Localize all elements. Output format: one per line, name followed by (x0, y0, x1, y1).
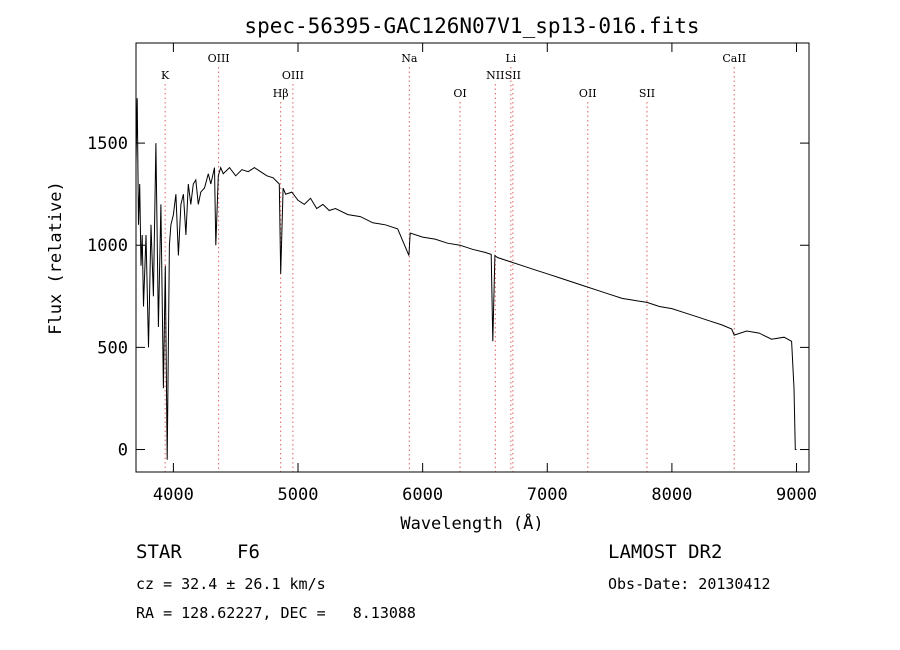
y-tick-label: 0 (118, 441, 128, 461)
y-axis-ticks: 0 500 1000 1500 (87, 134, 809, 461)
x-axis-ticks: 4000 5000 6000 7000 8000 9000 (153, 43, 817, 505)
x-tick-label: 9000 (776, 485, 817, 505)
spectrum-chart: spec-56395-GAC126N07V1_sp13-016.fits K OI… (46, 14, 817, 534)
marker-label: SII (639, 87, 655, 100)
marker-label: SII (505, 69, 521, 82)
marker-label: CaII (722, 52, 746, 65)
observation-date: Obs-Date: 20130412 (608, 575, 771, 593)
x-tick-label: 7000 (527, 485, 568, 505)
object-subclass: F6 (237, 541, 260, 563)
x-tick-label: 8000 (651, 485, 692, 505)
marker-label: OIII (208, 52, 230, 65)
x-tick-label: 4000 (153, 485, 194, 505)
y-tick-label: 500 (97, 338, 128, 358)
y-axis-label: Flux (relative) (46, 181, 66, 335)
survey-name: LAMOST DR2 (608, 541, 723, 563)
y-tick-label: 1000 (87, 236, 128, 256)
x-tick-label: 5000 (278, 485, 319, 505)
y-tick-label: 1500 (87, 134, 128, 154)
spectrum-line (135, 98, 797, 460)
marker-label: OI (453, 87, 466, 100)
marker-label: K (161, 69, 170, 82)
marker-label: Hβ (273, 87, 289, 100)
marker-label: OII (579, 87, 597, 100)
chart-title: spec-56395-GAC126N07V1_sp13-016.fits (244, 14, 699, 38)
marker-label: Na (401, 52, 418, 65)
plot-frame (135, 42, 810, 473)
x-tick-label: 6000 (402, 485, 443, 505)
marker-label: OIII (282, 69, 304, 82)
marker-label: Li (505, 52, 516, 65)
sky-coordinates: RA = 128.62227, DEC = 8.13088 (136, 604, 416, 622)
marker-label: NII (486, 69, 504, 82)
redshift-value: cz = 32.4 ± 26.1 km/s (136, 575, 326, 593)
x-axis-label: Wavelength (Å) (400, 512, 543, 534)
object-class: STAR (136, 541, 182, 563)
